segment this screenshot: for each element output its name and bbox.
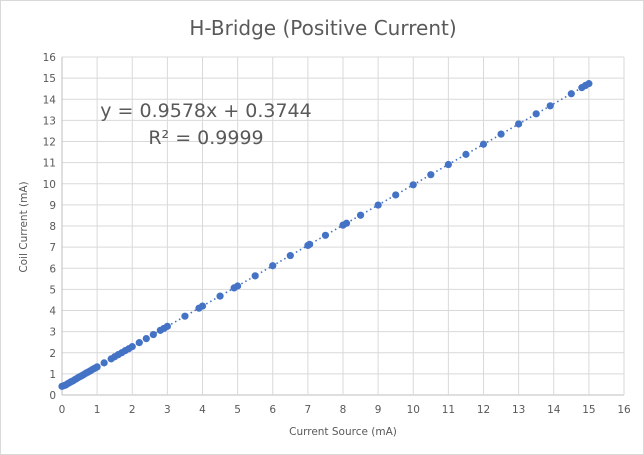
- gridlines: [61, 56, 625, 396]
- data-point: [251, 272, 259, 280]
- x-tick-label: 16: [617, 404, 631, 416]
- data-point: [135, 339, 143, 347]
- x-tick-label: 13: [512, 404, 525, 416]
- data-point: [286, 251, 294, 260]
- data-point: [444, 160, 452, 169]
- data-point: [497, 130, 505, 138]
- trendline-equation: y = 0.9578x + 0.3744: [100, 100, 311, 122]
- x-tick-label: 0: [59, 404, 66, 416]
- x-tick-label: 8: [340, 404, 347, 416]
- chart-title: H-Bridge (Positive Current): [189, 16, 456, 40]
- y-tick-label: 7: [49, 242, 56, 254]
- data-point: [479, 140, 488, 148]
- y-tick-label: 13: [43, 115, 56, 127]
- x-tick-label: 14: [547, 404, 561, 416]
- x-tick-label: 6: [269, 404, 276, 416]
- y-tick-label: 9: [49, 200, 56, 212]
- data-point: [356, 211, 365, 219]
- data-point: [163, 322, 171, 330]
- y-tick-label: 15: [43, 73, 56, 85]
- data-point: [392, 191, 400, 199]
- data-points: [58, 80, 593, 390]
- data-point: [93, 363, 101, 371]
- data-point: [515, 120, 523, 128]
- y-tick-label: 5: [49, 284, 56, 296]
- y-tick-label: 3: [49, 327, 56, 339]
- y-tick-label: 0: [49, 390, 56, 402]
- data-point: [567, 90, 575, 98]
- x-tick-label: 10: [407, 404, 420, 416]
- data-point: [234, 282, 242, 290]
- data-point: [198, 302, 207, 310]
- x-tick-label: 5: [234, 404, 241, 416]
- data-point: [149, 330, 157, 339]
- data-point: [546, 102, 554, 110]
- data-point: [462, 150, 470, 158]
- trendline-r-squared: R² = 0.9999: [148, 127, 263, 149]
- data-point: [374, 201, 382, 209]
- y-tick-label: 2: [49, 348, 56, 360]
- data-point: [142, 334, 150, 343]
- data-point: [216, 292, 224, 300]
- data-point: [342, 219, 351, 227]
- x-axis-label: Current Source (mA): [289, 426, 397, 438]
- x-tick-label: 1: [94, 404, 101, 416]
- y-tick-label: 16: [43, 52, 57, 64]
- data-point: [427, 171, 435, 179]
- x-tick-label: 7: [305, 404, 312, 416]
- y-tick-label: 8: [49, 221, 56, 233]
- data-point: [321, 231, 330, 239]
- y-tick-label: 6: [49, 263, 56, 275]
- data-point: [100, 359, 108, 367]
- x-tick-label: 11: [442, 404, 455, 416]
- data-point: [128, 343, 136, 351]
- y-tick-label: 1: [49, 369, 56, 381]
- x-tick-label: 3: [164, 404, 171, 416]
- data-point: [585, 80, 593, 88]
- data-point: [269, 262, 277, 270]
- y-tick-label: 4: [49, 306, 56, 318]
- data-point: [306, 240, 314, 248]
- data-point: [532, 110, 540, 118]
- data-point: [181, 312, 189, 320]
- y-tick-label: 10: [43, 179, 56, 191]
- x-tick-label: 4: [199, 404, 206, 416]
- y-tick-label: 14: [43, 94, 57, 106]
- x-tick-label: 9: [375, 404, 382, 416]
- y-tick-label: 11: [43, 158, 56, 170]
- y-axis-label: Coil Current (mA): [18, 181, 30, 272]
- data-point: [409, 181, 417, 189]
- x-tick-label: 12: [477, 404, 490, 416]
- y-tick-label: 12: [43, 137, 56, 149]
- x-tick-label: 15: [582, 404, 595, 416]
- x-tick-label: 2: [129, 404, 136, 416]
